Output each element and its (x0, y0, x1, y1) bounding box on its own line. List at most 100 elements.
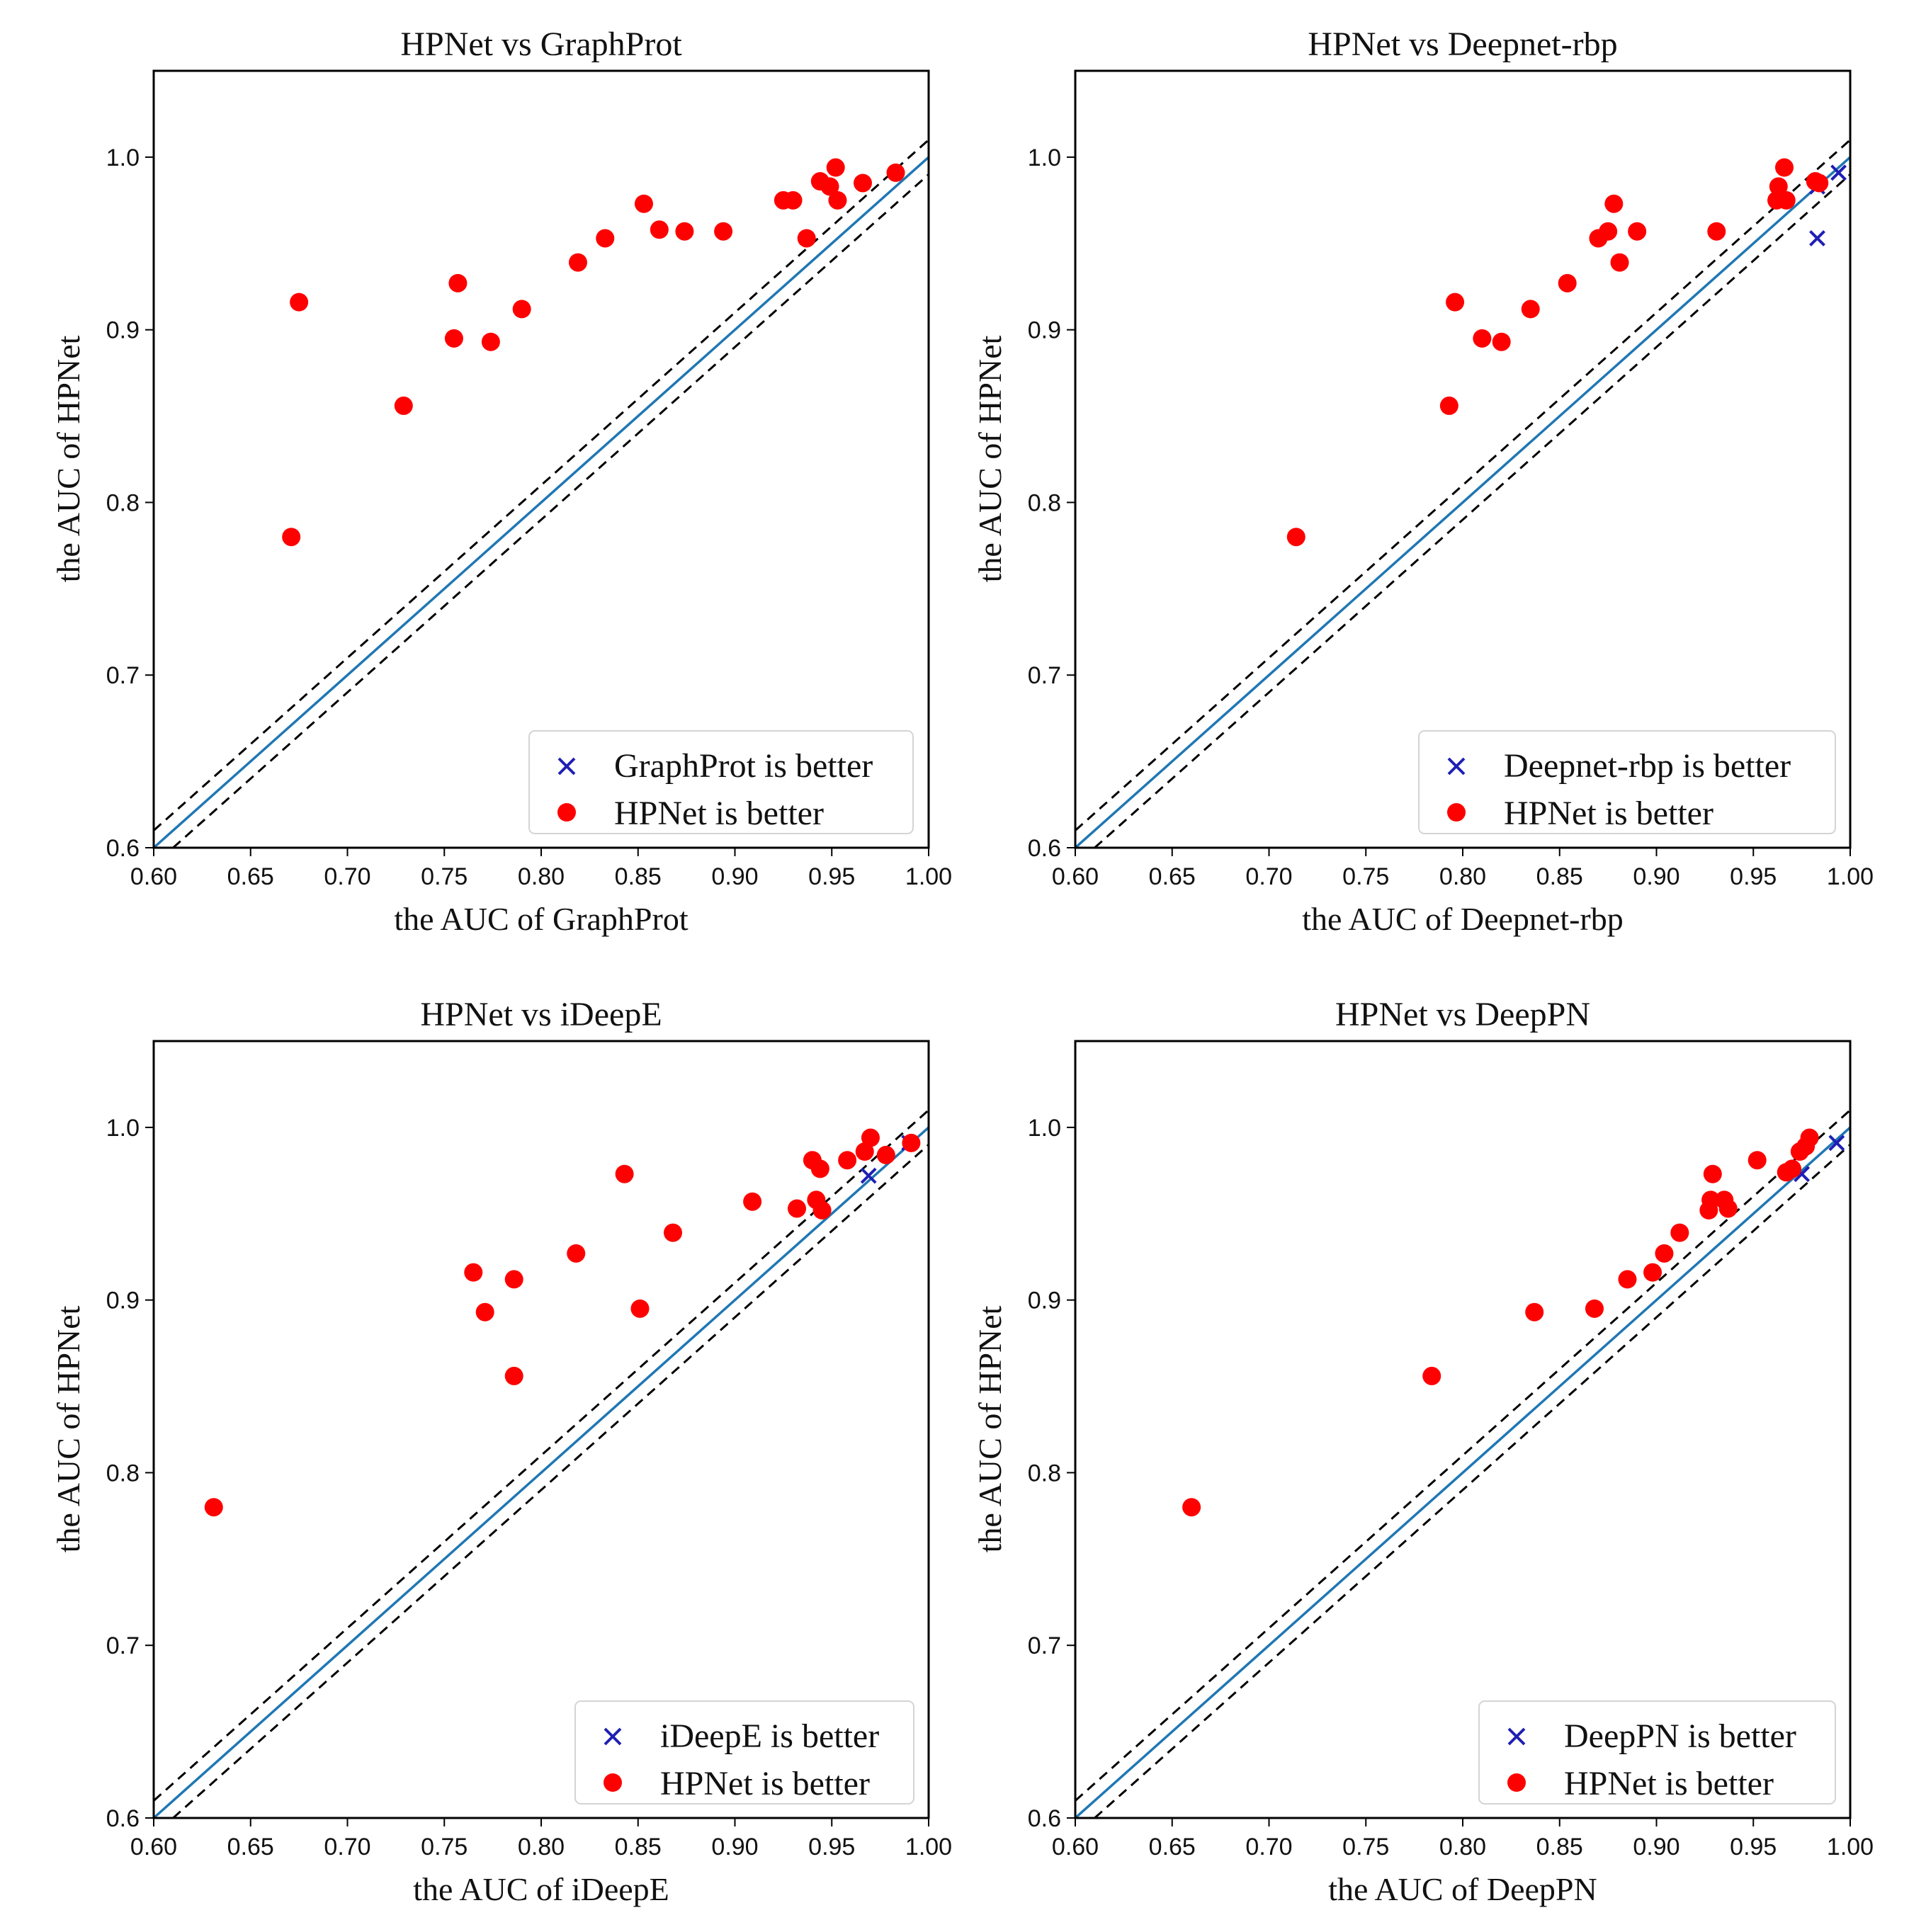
legend-marker-hpnet (1447, 803, 1466, 822)
y-tick-label: 0.6 (1028, 835, 1061, 862)
hpnet-point (1670, 1223, 1689, 1242)
x-tick-label: 0.80 (518, 1834, 565, 1860)
x-tick-label: 0.95 (808, 1834, 855, 1860)
legend-label-other: iDeepE is better (660, 1717, 879, 1755)
data-points (1182, 1128, 1845, 1517)
x-tick-label: 1.00 (1827, 1834, 1874, 1860)
y-axis-label: the AUC of HPNet (972, 1305, 1008, 1552)
y-tick-label: 0.6 (106, 835, 140, 862)
reference-lines (1074, 1109, 1852, 1819)
hpnet-point (282, 528, 301, 547)
x-tick-label: 0.70 (324, 1834, 370, 1860)
x-tick-label: 0.75 (421, 863, 468, 890)
x-tick-label: 0.65 (227, 863, 274, 890)
legend: Deepnet-rbp is better HPNet is better (1418, 730, 1836, 834)
lower-band-line (172, 1144, 929, 1819)
y-axis-label: the AUC of HPNet (50, 1305, 86, 1552)
other-point (1830, 164, 1847, 181)
legend-marker-other (557, 757, 576, 775)
hpnet-point (504, 1366, 523, 1385)
hpnet-point (650, 220, 669, 239)
legend-label-hpnet: HPNet is better (660, 1765, 870, 1802)
upper-band-line (153, 139, 929, 831)
plot-area: 0.60 0.65 0.70 0.75 0.80 0.85 0.90 0.95 1.00 0.6 0… (106, 1040, 952, 1860)
hpnet-point (861, 1128, 880, 1147)
hpnet-point (854, 174, 873, 193)
x-tick-label: 0.75 (1342, 1834, 1389, 1860)
y-tick-label: 0.6 (1028, 1805, 1061, 1832)
hpnet-point (675, 222, 694, 241)
legend-marker-other (604, 1727, 622, 1746)
plot-area: 0.60 0.65 0.70 0.75 0.80 0.85 0.90 0.95 1.00 0.6 0… (1028, 69, 1874, 890)
y-tick-label: 0.7 (106, 1632, 140, 1659)
reference-lines (152, 1109, 930, 1819)
data-points (204, 1128, 921, 1517)
hpnet-point (1769, 177, 1788, 196)
y-tick-label: 0.8 (1028, 489, 1061, 516)
hpnet-point (444, 329, 463, 348)
hpnet-point (1521, 300, 1540, 319)
hpnet-point (481, 332, 500, 351)
y-tick-label: 1.0 (1028, 1115, 1061, 1142)
lower-band-line (172, 174, 929, 849)
axis-ticks: 0.60 0.65 0.70 0.75 0.80 0.85 0.90 0.95 1.00 0.6 0… (106, 144, 952, 890)
hpnet-point (1703, 1164, 1722, 1183)
hpnet-point (1599, 222, 1618, 241)
y-tick-label: 0.6 (106, 1805, 140, 1832)
legend-box (528, 730, 914, 834)
x-axis-label: the AUC of Deepnet-rbp (1302, 901, 1624, 937)
other-point (1809, 230, 1825, 246)
x-tick-label: 1.00 (905, 863, 952, 890)
hpnet-point (826, 158, 845, 177)
x-tick-label: 0.70 (1245, 863, 1292, 890)
y-tick-label: 0.7 (106, 662, 140, 689)
x-tick-label: 0.85 (1536, 1834, 1583, 1860)
hpnet-point (783, 191, 803, 210)
hpnet-point (1628, 222, 1647, 241)
x-tick-label: 0.75 (421, 1834, 468, 1860)
hpnet-point (797, 229, 816, 248)
y-tick-label: 0.8 (106, 489, 140, 516)
x-tick-label: 0.95 (808, 863, 855, 890)
x-tick-label: 0.60 (130, 863, 177, 890)
hpnet-point (1585, 1299, 1604, 1318)
hpnet-point (743, 1192, 762, 1211)
hpnet-point (876, 1145, 895, 1164)
y-axis-label: the AUC of HPNet (972, 335, 1008, 582)
y-tick-label: 0.9 (106, 317, 140, 344)
axis-ticks: 0.60 0.65 0.70 0.75 0.80 0.85 0.90 0.95 1.00 0.6 0… (106, 1115, 952, 1860)
hpnet-point (630, 1299, 650, 1318)
reference-lines (1074, 139, 1852, 849)
legend-label-hpnet: HPNet is better (614, 795, 824, 832)
hpnet-point (464, 1263, 483, 1282)
hpnet-point (1525, 1302, 1544, 1322)
hpnet-point (1775, 158, 1794, 177)
hpnet-point (1492, 332, 1511, 351)
x-tick-label: 1.00 (905, 1834, 952, 1860)
hpnet-point (1182, 1498, 1201, 1517)
chart-title: HPNet vs DeepPN (1335, 996, 1590, 1033)
hpnet-point (1800, 1128, 1819, 1147)
upper-band-line (1075, 139, 1851, 831)
hpnet-point (290, 292, 309, 312)
plot-frame (1074, 69, 1852, 849)
y-tick-label: 0.9 (1028, 1288, 1061, 1314)
hpnet-point (1473, 329, 1492, 348)
y-tick-label: 0.9 (106, 1288, 140, 1314)
x-axis-label: the AUC of iDeepE (413, 1871, 669, 1907)
x-tick-label: 0.65 (1149, 1834, 1196, 1860)
hpnet-point (810, 1159, 829, 1178)
data-points (282, 158, 905, 547)
x-tick-label: 0.95 (1730, 863, 1777, 890)
hpnet-point (1718, 1199, 1738, 1218)
y-axis-label: the AUC of HPNet (50, 335, 86, 582)
chart-title: HPNet vs Deepnet-rbp (1308, 25, 1617, 63)
axis-ticks: 0.60 0.65 0.70 0.75 0.80 0.85 0.90 0.95 1.00 0.6 0… (1028, 1115, 1874, 1860)
hpnet-point (663, 1223, 682, 1242)
hpnet-point (1643, 1263, 1662, 1282)
x-tick-label: 0.90 (1633, 1834, 1679, 1860)
hpnet-point (1610, 253, 1629, 272)
plot-frame (152, 1040, 930, 1819)
x-tick-label: 0.70 (1245, 1834, 1292, 1860)
upper-band-line (1075, 1109, 1851, 1802)
